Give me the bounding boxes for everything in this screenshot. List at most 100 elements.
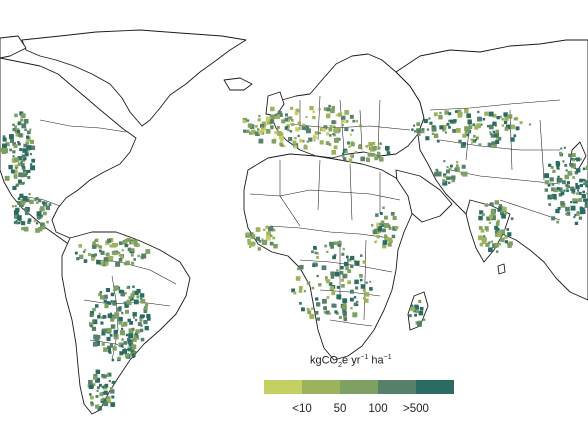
emission-patch <box>468 125 473 130</box>
emission-patch <box>382 228 386 233</box>
emission-patch <box>127 247 132 252</box>
emission-patch <box>23 143 27 148</box>
emission-patch <box>556 166 560 170</box>
emission-patch <box>126 286 129 289</box>
emission-patch <box>472 123 476 127</box>
emission-patch <box>262 240 268 245</box>
emission-patch <box>109 334 113 337</box>
emission-patch <box>494 232 499 237</box>
emission-patch <box>36 201 39 204</box>
emission-patch <box>342 298 348 304</box>
emission-patch <box>583 182 586 186</box>
emission-patch <box>358 145 362 149</box>
emission-patch <box>115 261 121 267</box>
emission-patch <box>111 358 115 362</box>
emission-patch <box>291 288 295 293</box>
emission-patch <box>495 129 499 134</box>
emission-patch <box>338 315 342 319</box>
emission-patch <box>574 198 578 202</box>
emission-patch <box>359 278 363 282</box>
emission-patch <box>344 261 349 267</box>
emission-patch <box>418 310 424 316</box>
emission-patch <box>349 114 354 119</box>
emission-patch <box>261 238 264 241</box>
emission-patch <box>113 333 117 337</box>
emission-patch <box>13 174 18 178</box>
emission-patch <box>126 238 131 242</box>
emission-patch <box>19 193 24 198</box>
emission-patch <box>100 321 104 325</box>
emission-patch <box>565 187 569 191</box>
emission-patch <box>475 138 477 141</box>
emission-patch <box>494 200 499 205</box>
emission-patch <box>359 274 363 278</box>
emission-patch <box>124 303 129 308</box>
emission-patch <box>350 297 354 302</box>
emission-patch <box>27 218 32 222</box>
legend-swatch-3 <box>340 380 378 394</box>
emission-patch <box>13 169 18 174</box>
emission-patch <box>486 216 491 221</box>
emission-patch <box>442 128 446 132</box>
emission-patch <box>450 119 454 124</box>
emission-patch <box>133 333 138 338</box>
emission-patch <box>110 300 113 303</box>
emission-patch <box>457 109 462 114</box>
emission-patch <box>356 300 359 304</box>
emission-patch <box>5 142 10 147</box>
emission-patch <box>121 249 124 252</box>
emission-patch <box>257 247 261 251</box>
emission-patch <box>145 249 151 254</box>
emission-patch <box>418 299 422 303</box>
emission-patch <box>338 112 343 117</box>
emission-patch <box>98 292 102 297</box>
emission-patch <box>29 128 32 131</box>
emission-patch <box>48 203 52 206</box>
emission-patch <box>551 187 555 192</box>
emission-patch <box>478 215 483 221</box>
emission-patch <box>247 239 251 243</box>
emission-patch <box>323 125 328 130</box>
emission-patch <box>342 308 347 314</box>
emission-patch <box>349 154 353 157</box>
emission-patch <box>441 124 447 130</box>
emission-patch <box>582 190 585 194</box>
emission-patch <box>247 123 253 128</box>
emission-patch <box>337 137 341 141</box>
emission-patch <box>2 135 6 138</box>
emission-patch <box>372 146 377 151</box>
emission-patch <box>298 289 303 293</box>
emission-patch <box>284 126 289 130</box>
emission-patch <box>293 145 297 149</box>
emission-patch <box>128 333 134 339</box>
emission-patch <box>328 143 332 146</box>
emission-patch <box>496 221 500 225</box>
emission-patch <box>130 293 135 298</box>
emission-patch <box>565 184 569 188</box>
emission-patch <box>21 227 25 231</box>
emission-patch <box>326 296 330 299</box>
emission-patch <box>90 395 94 400</box>
emission-patch <box>258 138 264 144</box>
emission-patch <box>17 221 21 225</box>
emission-patch <box>492 121 497 126</box>
emission-patch <box>551 193 557 199</box>
emission-patch <box>508 241 513 246</box>
emission-patch <box>311 250 314 254</box>
emission-patch <box>556 220 560 224</box>
emission-patch <box>299 265 304 270</box>
emission-patch <box>342 304 347 310</box>
emission-patch <box>377 146 381 150</box>
emission-patch <box>382 244 387 249</box>
emission-patch <box>428 117 431 120</box>
greenland <box>21 29 247 127</box>
emission-patch <box>121 311 124 315</box>
emission-patch <box>101 386 104 389</box>
emission-patch <box>544 180 549 185</box>
emission-patch <box>448 112 452 116</box>
emission-patch <box>454 110 458 113</box>
emission-patch <box>283 145 286 148</box>
emission-patch <box>562 160 565 163</box>
emission-patch <box>95 369 100 374</box>
emission-patch <box>27 220 31 224</box>
